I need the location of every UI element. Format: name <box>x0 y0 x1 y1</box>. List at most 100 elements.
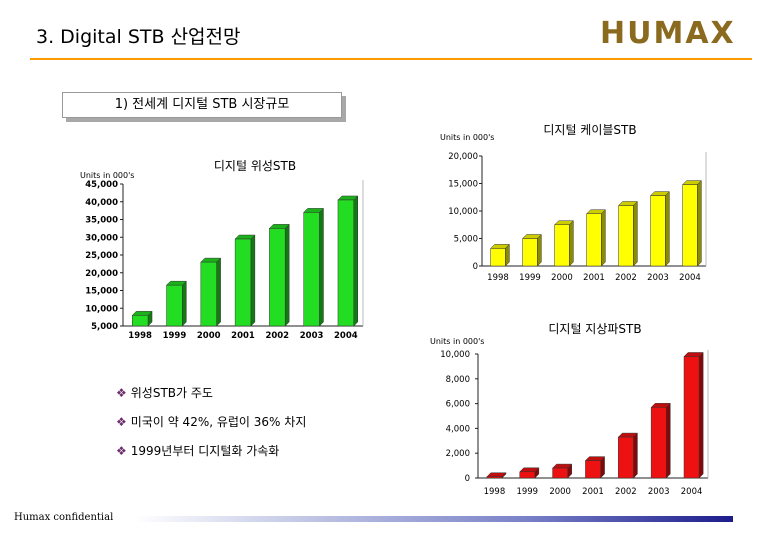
bar-top <box>683 352 704 357</box>
bar-side <box>567 463 572 479</box>
bar-side <box>250 234 256 327</box>
y-tick-label: 10,000 <box>448 207 478 217</box>
page-title: 3. Digital STB 산업전망 <box>36 26 241 48</box>
x-tick-label: 2000 <box>551 273 573 283</box>
humax-logo: HUMAX <box>600 16 736 51</box>
diamond-bullet-icon: ❖ <box>116 444 127 458</box>
bullet-list: ❖ 위성STB가 주도 ❖ 미국이 약 42%, 유럽이 36% 차지 ❖ 1999년… <box>116 384 306 471</box>
section-heading: 1) 전세계 디지털 STB 시장규모 <box>62 92 342 118</box>
bar-side <box>147 310 153 327</box>
bar <box>522 238 538 267</box>
chart-title: 디지털 위성STB <box>214 159 296 173</box>
y-tick-label: 5,000 <box>91 322 118 332</box>
y-tick-label: 5,000 <box>454 235 478 245</box>
bar <box>650 195 666 267</box>
bar-side <box>319 207 324 327</box>
x-tick-label: 1998 <box>128 331 152 341</box>
bar <box>519 471 536 479</box>
bar <box>683 356 700 479</box>
bar <box>618 205 634 267</box>
bar-side <box>633 200 638 267</box>
bar-top <box>522 234 542 239</box>
bar <box>486 476 503 479</box>
bar-side <box>284 223 290 327</box>
y-tick-label: 30,000 <box>85 233 118 243</box>
bar-top <box>165 280 187 286</box>
bullet-item: ❖ 미국이 약 42%, 유럽이 36% 차지 <box>116 413 306 430</box>
bar <box>650 407 667 479</box>
diamond-bullet-icon: ❖ <box>116 386 127 400</box>
bar-top <box>650 403 671 408</box>
bar <box>132 315 149 327</box>
bar-side <box>697 179 702 267</box>
chart-title: 디지털 지상파STB <box>548 322 641 336</box>
x-tick-label: 2003 <box>647 273 669 283</box>
bar-side <box>666 402 671 479</box>
bar-top <box>234 234 256 240</box>
y-tick-label: 10,000 <box>440 350 470 360</box>
bar <box>337 199 354 327</box>
x-tick-label: 2001 <box>582 487 604 497</box>
bar-side <box>698 351 704 479</box>
bar <box>234 238 252 327</box>
bar-side <box>353 195 358 327</box>
x-tick-label: 2002 <box>265 331 289 341</box>
x-tick-label: 2000 <box>197 331 221 341</box>
bar-side <box>665 190 670 267</box>
bar-top <box>551 463 573 469</box>
bar <box>554 224 570 267</box>
bar-top <box>682 180 702 185</box>
bar <box>682 184 698 267</box>
bar <box>200 261 217 327</box>
x-tick-label: 2004 <box>679 273 701 283</box>
y-tick-label: 45,000 <box>85 180 118 190</box>
x-tick-label: 1999 <box>519 273 541 283</box>
bar-top <box>554 220 574 225</box>
x-tick-label: 2004 <box>681 487 703 497</box>
unit-label: Units in 000's <box>440 133 494 142</box>
bar-top <box>618 201 638 206</box>
bar-side <box>182 280 187 327</box>
bar-top <box>650 191 670 196</box>
bar-top <box>519 467 540 473</box>
x-tick-label: 2004 <box>334 331 358 341</box>
bullet-text: 미국이 약 42%, 유럽이 36% 차지 <box>130 415 307 429</box>
x-tick-label: 2003 <box>300 331 324 341</box>
x-tick-label: 2001 <box>231 331 255 341</box>
x-tick-label: 1998 <box>487 273 509 283</box>
x-tick-label: 1999 <box>516 487 538 497</box>
bar <box>490 248 506 267</box>
bullet-text: 위성STB가 주도 <box>130 386 213 400</box>
bar-top <box>303 208 325 213</box>
bullet-item: ❖ 1999년부터 디지털화 가속화 <box>116 442 306 459</box>
bar-side <box>569 220 574 267</box>
bar-side <box>216 257 221 327</box>
bar <box>166 284 183 327</box>
x-tick-label: 1999 <box>163 331 187 341</box>
bar-side <box>600 456 605 479</box>
x-tick-label: 2000 <box>549 487 571 497</box>
x-tick-label: 1998 <box>484 487 506 497</box>
bar <box>586 213 602 267</box>
bullet-item: ❖ 위성STB가 주도 <box>116 384 306 401</box>
y-tick-label: 40,000 <box>85 198 118 208</box>
bar-side <box>534 467 540 479</box>
bar-side <box>505 243 510 267</box>
bar-side <box>537 233 542 267</box>
bar-side <box>601 209 606 267</box>
bar-top <box>131 311 153 316</box>
footer-confidential: Humax confidential <box>14 512 114 523</box>
bar-top <box>586 209 606 214</box>
bar <box>552 467 568 479</box>
y-tick-label: 20,000 <box>85 269 118 279</box>
unit-label: Units in 000's <box>430 337 484 346</box>
y-tick-label: 25,000 <box>85 251 118 261</box>
bar <box>585 460 601 479</box>
y-tick-label: 20,000 <box>448 152 478 162</box>
y-tick-label: 35,000 <box>85 216 118 226</box>
bar <box>618 436 634 479</box>
y-tick-label: 10,000 <box>85 304 118 314</box>
diamond-bullet-icon: ❖ <box>116 415 127 429</box>
y-tick-label: 8,000 <box>446 375 470 385</box>
bar <box>303 212 320 327</box>
